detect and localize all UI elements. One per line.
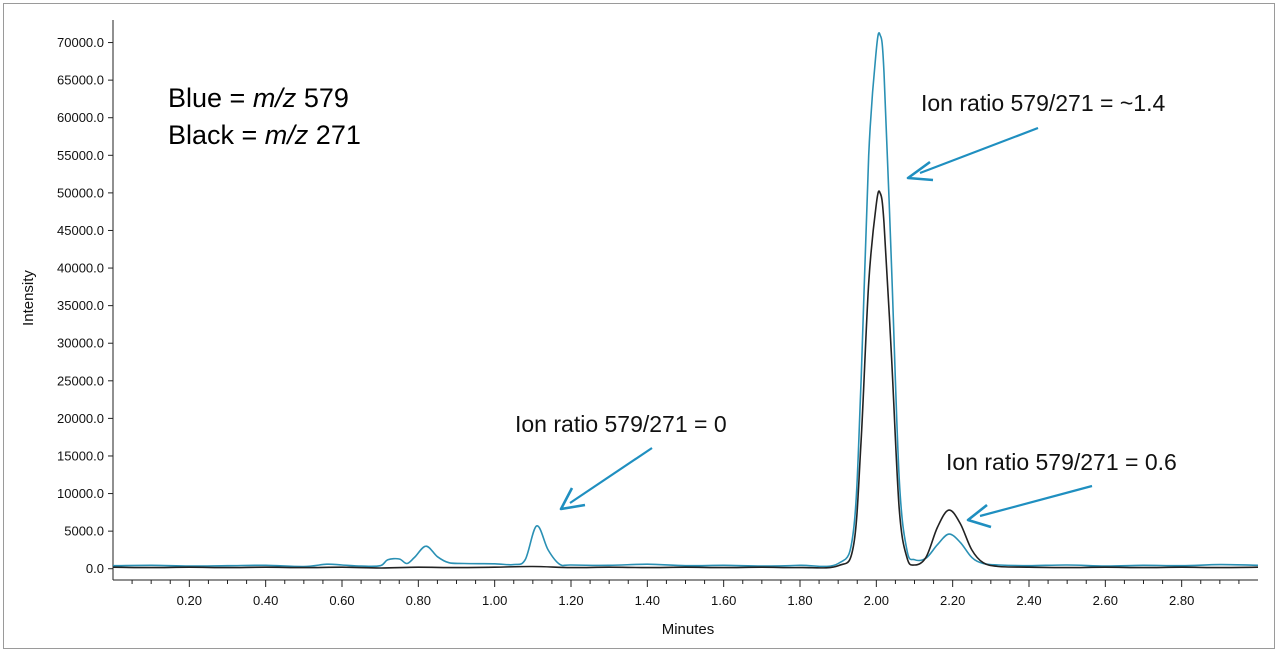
- x-tick-label: 1.40: [635, 593, 660, 608]
- arrow-late-peak: [966, 484, 1093, 529]
- x-axis-title: Minutes: [662, 621, 715, 638]
- x-tick-label: 2.80: [1169, 593, 1194, 608]
- x-tick-label: 2.20: [940, 593, 965, 608]
- y-tick-label: 65000.0: [57, 73, 104, 88]
- y-tick-label: 20000.0: [57, 411, 104, 426]
- legend-line-black: Black = m/z 271: [168, 120, 361, 150]
- x-tick-label: 1.60: [711, 593, 736, 608]
- legend-text: Blue = m/z 579 Black = m/z 271: [168, 83, 361, 150]
- x-tick-label: 2.40: [1016, 593, 1041, 608]
- series-line-mz271: [112, 190, 1259, 569]
- y-axis-title: Intensity: [20, 270, 37, 326]
- x-tick-label: 1.20: [558, 593, 583, 608]
- annotation-main-peak: Ion ratio 579/271 = ~1.4: [921, 90, 1165, 116]
- y-tick-label: 15000.0: [57, 448, 104, 463]
- arrow-early-peak: [559, 447, 653, 511]
- x-tick-label: 1.00: [482, 593, 507, 608]
- y-tick-label: 50000.0: [57, 185, 104, 200]
- y-tick-label: 10000.0: [57, 486, 104, 501]
- y-tick-label: 5000.0: [64, 524, 104, 539]
- y-tick-label: 25000.0: [57, 373, 104, 388]
- x-tick-label: 0.80: [406, 593, 431, 608]
- y-tick-label: 30000.0: [57, 336, 104, 351]
- x-tick-label: 2.60: [1093, 593, 1118, 608]
- y-tick-label: 70000.0: [57, 35, 104, 50]
- x-tick-label: 2.00: [864, 593, 889, 608]
- y-tick-label: 40000.0: [57, 261, 104, 276]
- x-tick-label: 0.40: [253, 593, 278, 608]
- series-layer: [112, 32, 1259, 569]
- annotation-late-peak: Ion ratio 579/271 = 0.6: [946, 449, 1177, 475]
- chart-frame: [3, 3, 1275, 649]
- arrow-main-peak: [906, 126, 1039, 182]
- annotations: Ion ratio 579/271 = ~1.4 Ion ratio 579/2…: [515, 90, 1177, 529]
- y-tick-label: 35000.0: [57, 298, 104, 313]
- y-tick-label: 0.0: [86, 561, 104, 576]
- series-line-mz579: [112, 32, 1259, 568]
- x-axis-ticks: 0.20 0.40 0.60 0.80 1.00 1.20 1.40 1.60 1.80 2.00…: [131, 580, 1240, 608]
- annotation-early-peak: Ion ratio 579/271 = 0: [515, 411, 727, 437]
- legend-line-blue: Blue = m/z 579: [168, 83, 349, 113]
- y-tick-label: 55000.0: [57, 148, 104, 163]
- x-tick-label: 1.80: [787, 593, 812, 608]
- y-axis-ticks: 0.0 5000.0 10000.0 15000.0 20000.0 25000.0 300…: [57, 35, 113, 576]
- y-tick-label: 45000.0: [57, 223, 104, 238]
- x-tick-label: 0.20: [177, 593, 202, 608]
- x-tick-label: 0.60: [329, 593, 354, 608]
- y-tick-label: 60000.0: [57, 110, 104, 125]
